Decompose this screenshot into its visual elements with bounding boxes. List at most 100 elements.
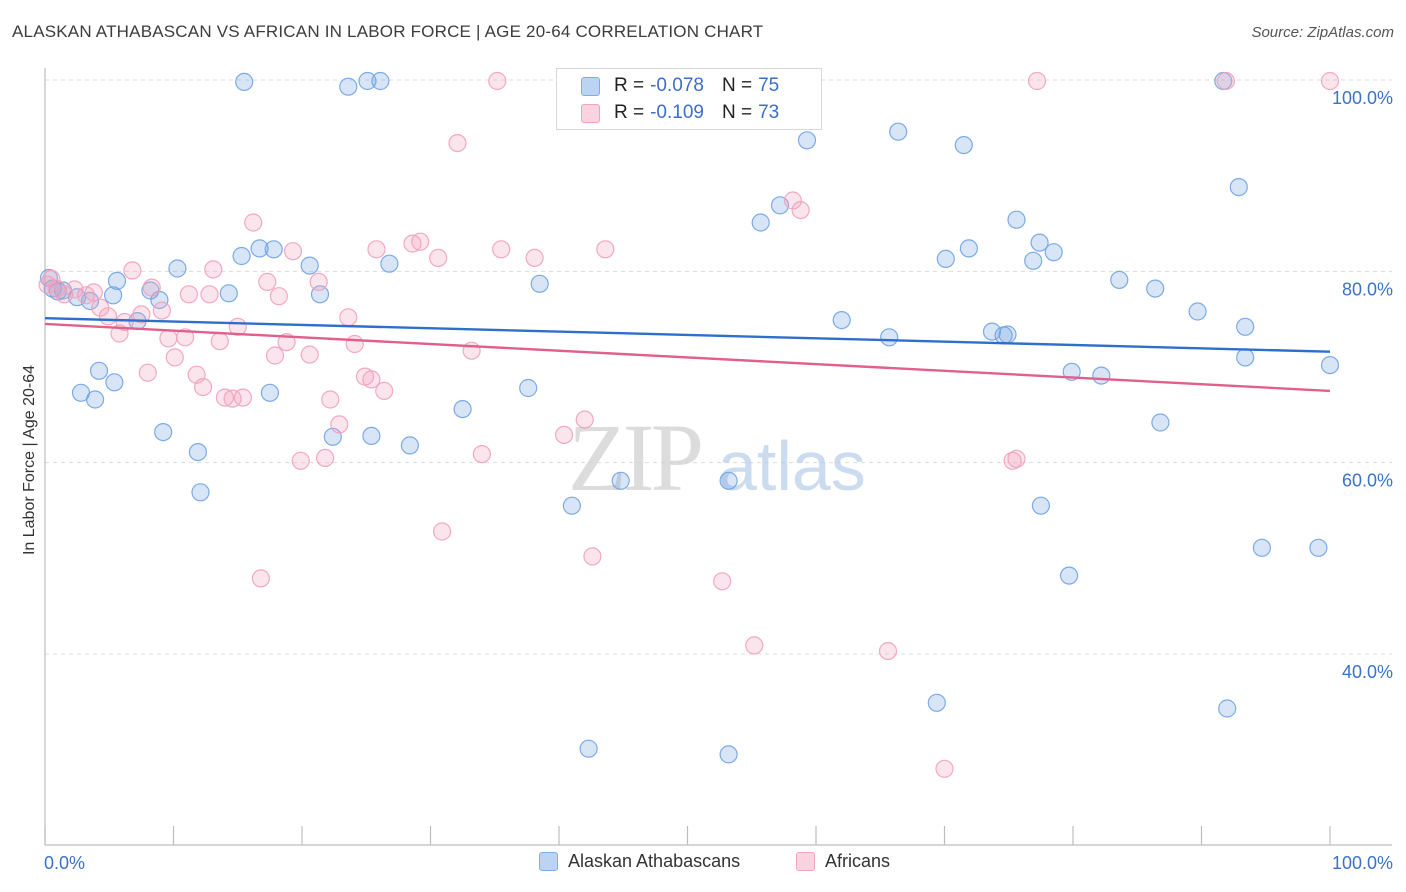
- data-point: [889, 122, 908, 141]
- data-point: [233, 388, 252, 407]
- data-point: [244, 213, 263, 232]
- data-point: [832, 311, 851, 330]
- data-point: [176, 328, 195, 347]
- data-point: [1252, 538, 1272, 557]
- data-point: [1110, 270, 1129, 289]
- data-point: [65, 280, 84, 299]
- data-point: [380, 254, 399, 273]
- data-point: [215, 388, 234, 407]
- data-point: [250, 239, 269, 258]
- data-point: [115, 312, 134, 332]
- watermark: ZIP atlas: [568, 404, 866, 511]
- data-point: [367, 240, 386, 259]
- data-point: [583, 547, 602, 566]
- data-point: [152, 301, 171, 320]
- data-point: [219, 284, 238, 303]
- data-point: [107, 271, 127, 290]
- r-value: -0.078: [650, 75, 704, 96]
- data-point: [300, 256, 319, 275]
- data-point: [105, 373, 124, 392]
- data-point: [194, 378, 213, 397]
- data-point: [429, 248, 448, 267]
- data-point: [204, 260, 223, 279]
- data-point: [575, 410, 594, 429]
- data-point: [232, 246, 251, 266]
- data-point: [1216, 71, 1236, 91]
- data-point: [154, 423, 173, 442]
- data-point: [751, 213, 770, 232]
- tick-labels: 40.0% 60.0% 80.0% 100.0% 0.0% 100.0%: [44, 88, 1393, 873]
- data-point: [713, 572, 732, 591]
- legend-swatch-africans: [581, 103, 600, 123]
- data-point: [719, 471, 738, 490]
- data-point: [1151, 413, 1170, 432]
- data-point: [579, 739, 598, 758]
- data-point: [200, 285, 219, 304]
- data-point: [265, 346, 285, 365]
- legend-item-athabascans[interactable]: Alaskan Athabascans: [539, 851, 740, 872]
- grid-lines: [45, 79, 1392, 655]
- watermark-zip: ZIP: [568, 404, 701, 511]
- data-point: [1027, 71, 1047, 91]
- data-point: [316, 448, 335, 467]
- data-point: [488, 71, 507, 91]
- trend-line-alaskan-athabascans: [44, 317, 1331, 353]
- correlation-legend: R = -0.078 N = 75 R = -0.109 N = 73: [556, 68, 822, 130]
- data-point: [959, 239, 979, 258]
- legend-row-africans: R = -0.109 N = 73: [581, 100, 779, 126]
- data-point: [1320, 71, 1340, 91]
- legend-label-athabascans: Alaskan Athabascans: [568, 851, 741, 871]
- data-point: [1320, 356, 1340, 375]
- data-point: [448, 134, 467, 153]
- data-point: [309, 272, 328, 291]
- data-point: [89, 361, 109, 380]
- y-tick-label: 40.0%: [1342, 662, 1393, 682]
- data-point: [85, 390, 105, 409]
- data-point: [745, 636, 764, 655]
- data-point: [269, 287, 288, 306]
- data-point: [1030, 233, 1049, 252]
- data-point: [264, 240, 283, 259]
- series-layer: [38, 71, 1340, 778]
- data-point: [998, 325, 1017, 344]
- legend-swatch-athabascans: [539, 852, 558, 871]
- r-value: -0.109: [650, 102, 704, 123]
- n-key: N =: [721, 102, 753, 123]
- data-point: [339, 77, 358, 96]
- data-point: [596, 240, 615, 259]
- legend-swatch-athabascan: [581, 76, 600, 96]
- y-tick-label: 80.0%: [1342, 279, 1393, 299]
- r-key: R =: [614, 75, 645, 96]
- data-point: [525, 248, 544, 267]
- data-point: [168, 259, 187, 278]
- data-point: [179, 285, 198, 304]
- data-point: [98, 307, 118, 326]
- legend-label-africans: Africans: [825, 851, 891, 871]
- legend-item-africans[interactable]: Africans: [796, 851, 890, 872]
- data-point: [1024, 251, 1043, 270]
- chart-title: ALASKAN ATHABASCAN VS AFRICAN IN LABOR F…: [12, 22, 764, 41]
- n-value: 73: [758, 102, 780, 123]
- series-africans: [38, 71, 1340, 778]
- source-label: Source: ZipAtlas.com: [1251, 24, 1394, 41]
- data-point: [210, 332, 229, 351]
- data-point: [339, 308, 358, 327]
- legend-swatch-africans: [796, 852, 815, 871]
- data-point: [783, 191, 803, 210]
- data-point: [42, 269, 61, 289]
- data-point: [362, 370, 381, 389]
- data-point: [453, 400, 472, 419]
- data-point: [358, 71, 377, 91]
- data-point: [935, 759, 954, 778]
- data-point: [84, 283, 103, 302]
- data-point: [132, 305, 151, 324]
- trend-layer: [44, 317, 1331, 393]
- data-point: [492, 240, 511, 259]
- data-point: [55, 285, 74, 304]
- data-point: [1031, 496, 1051, 515]
- data-point: [954, 136, 973, 155]
- data-point: [321, 390, 340, 409]
- y-tick-label: 100.0%: [1332, 88, 1393, 108]
- data-point: [982, 322, 1002, 341]
